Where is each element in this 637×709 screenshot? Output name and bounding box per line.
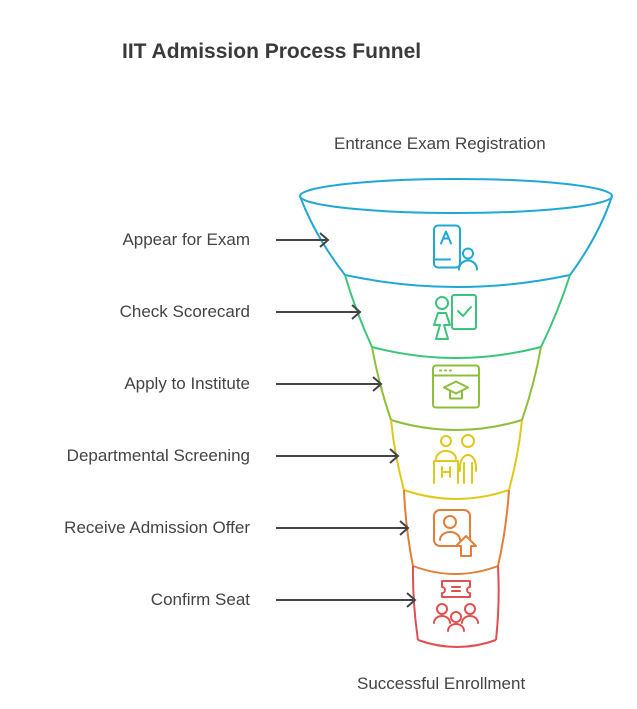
arrow-icon: [276, 304, 362, 320]
funnel-segment: [299, 195, 613, 288]
segment-right-edge: [540, 274, 571, 348]
segment-bottom-edge: [412, 565, 499, 575]
funnel-segment: [371, 346, 542, 431]
profile-upload-icon: [433, 509, 477, 557]
segment-right-edge: [521, 346, 542, 421]
segment-left-edge: [299, 195, 346, 276]
arrow-icon: [276, 520, 410, 536]
arrow-icon: [276, 376, 383, 392]
segment-right-edge: [497, 489, 510, 567]
segment-right-edge: [495, 565, 500, 641]
segment-bottom-edge: [390, 419, 523, 431]
ticket-group-icon: [433, 580, 479, 632]
step-label: Appear for Exam: [122, 230, 250, 249]
segment-right-edge: [508, 419, 523, 491]
bottom-label: Successful Enrollment: [357, 674, 526, 693]
teacher-board-check-icon: [433, 294, 477, 340]
diagram-title: IIT Admission Process Funnel: [122, 40, 422, 63]
segment-bottom-edge: [344, 274, 571, 288]
step-label: Departmental Screening: [66, 446, 250, 465]
arrow-icon: [276, 592, 417, 608]
funnel-segment: [403, 489, 510, 575]
interview-desk-people-icon: [433, 434, 477, 484]
funnel-segment: [411, 565, 500, 648]
segment-bottom-edge: [371, 346, 542, 359]
segment-bottom-edge: [403, 489, 510, 500]
step-label: Apply to Institute: [124, 374, 250, 393]
top-label: Entrance Exam Registration: [334, 134, 546, 153]
exam-paper-person-icon: [433, 224, 478, 271]
segment-right-edge: [569, 195, 613, 276]
arrow-icon: [276, 232, 330, 248]
step-label: Confirm Seat: [150, 590, 250, 609]
funnel-rim: [299, 178, 613, 214]
segment-bottom-edge: [417, 639, 497, 648]
arrow-icon: [276, 448, 400, 464]
browser-graduation-cap-icon: [432, 364, 480, 409]
step-label: Receive Admission Offer: [64, 518, 250, 537]
segment-left-edge: [411, 565, 419, 641]
step-label: Check Scorecard: [119, 302, 250, 321]
